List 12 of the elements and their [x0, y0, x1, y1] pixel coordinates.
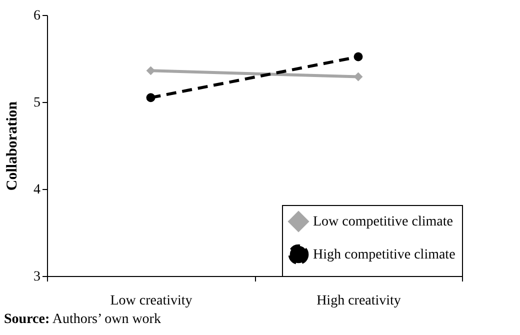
point	[146, 93, 156, 102]
x-tick-label: Low creativity	[110, 294, 192, 308]
point	[354, 52, 363, 62]
y-tick-label: 6	[34, 8, 40, 24]
legend-label: Low competitive climate	[313, 214, 453, 230]
x-tick-label: High creativity	[316, 294, 401, 308]
y-tick-label: 5	[34, 96, 40, 110]
y-tick-label: 3	[34, 270, 40, 284]
legend-label: High competitive climate	[313, 248, 456, 262]
source-note: Source: Authors’ own work	[4, 312, 161, 328]
y-axis-title: Collaboration	[4, 100, 20, 191]
y-tick-label: 4	[34, 182, 40, 198]
